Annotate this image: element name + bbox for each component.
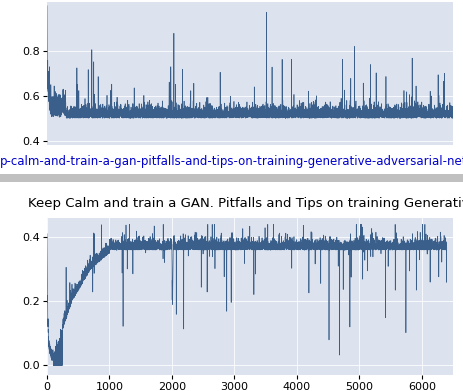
Text: Keep Calm and train a GAN. Pitfalls and Tips on training Generative Adversa: Keep Calm and train a GAN. Pitfalls and … [28, 197, 463, 210]
Text: p-calm-and-train-a-gan-pitfalls-and-tips-on-training-generative-adversarial-netw: p-calm-and-train-a-gan-pitfalls-and-tips… [0, 155, 463, 168]
